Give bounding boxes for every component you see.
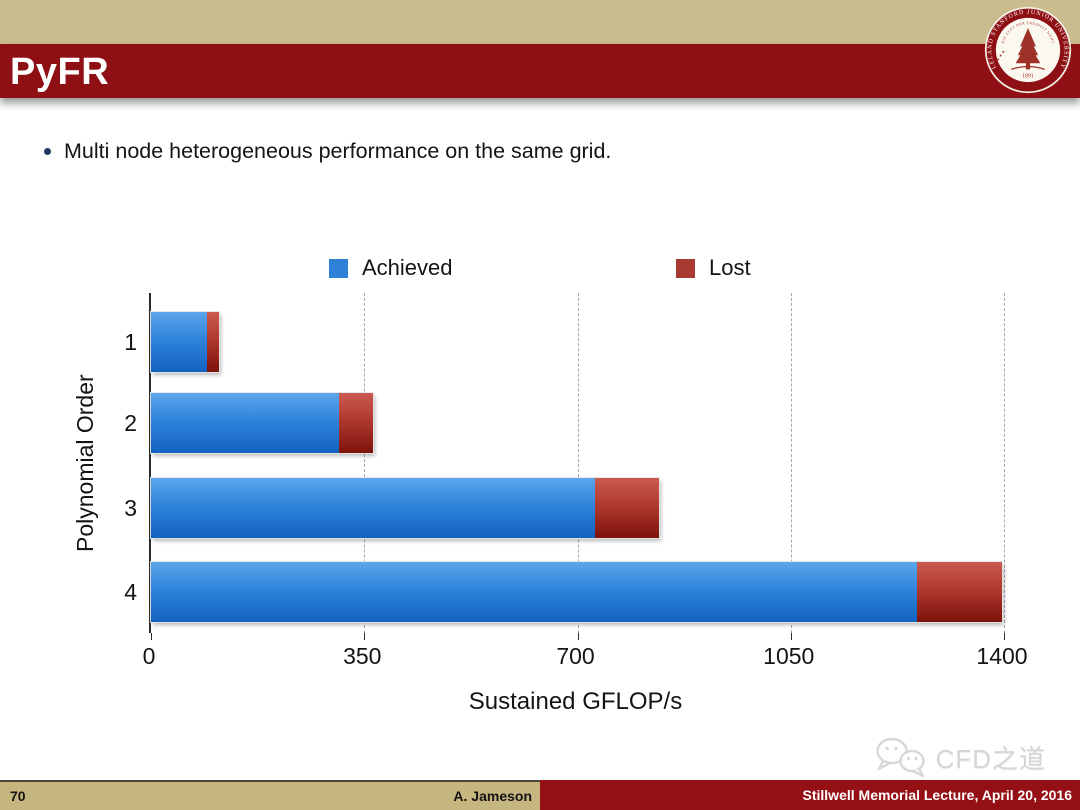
bar-segment-achieved [151,393,340,453]
x-tick-mark [151,633,152,640]
bullet-line: Multi node heterogeneous performance on … [44,139,611,164]
y-tick-label-2: 2 [124,410,137,436]
watermark: CFD之道 [874,736,1046,778]
bar-row-order-4 [150,561,1003,623]
x-tick-mark [1004,633,1005,640]
bar-segment-achieved [151,478,595,538]
bar-segment-lost [207,312,220,372]
bar-segment-lost [339,393,373,453]
svg-text:1891: 1891 [1022,73,1034,79]
svg-text:★ ★ ★: ★ ★ ★ [995,48,1007,62]
svg-text:★ ★ ★: ★ ★ ★ [1064,39,1072,53]
gridline-x-700 [577,293,579,633]
slide-header: PyFR [0,44,1080,98]
x-tick-label-700: 700 [556,643,595,669]
slide-footer: 70 A. Jameson Stillwell Memorial Lecture… [0,780,1080,810]
bar-segment-lost [916,562,1002,622]
bullet-text: Multi node heterogeneous performance on … [64,139,612,163]
legend-label-achieved: Achieved [362,255,453,280]
x-tick-label-350: 350 [343,643,382,669]
x-tick-mark [577,633,579,640]
bar-row-order-3 [149,477,661,539]
x-tick-mark [790,633,792,640]
y-tick-label-3: 3 [124,495,137,521]
x-tick-label-1050: 1050 [763,643,815,669]
y-tick-label-1: 1 [124,329,137,355]
gridline-x-1400 [1004,293,1005,633]
footer-event: Stillwell Memorial Lecture, April 20, 20… [802,787,1072,803]
x-axis-title: Sustained GFLOP/s [468,688,683,715]
wechat-icon [875,737,925,778]
x-tick-label-1400: 1400 [976,643,1028,669]
bar-segment-lost [594,478,660,538]
legend-item-achieved: Achieved [329,255,453,281]
footer-left: 70 A. Jameson [0,780,540,810]
legend-item-lost: Lost [676,255,751,281]
gridline-x-350 [364,293,366,633]
top-tan-band [0,0,1080,44]
x-tick-mark [364,633,366,640]
bar-segment-achieved [151,562,917,622]
y-tick-label-4: 4 [124,579,137,605]
bar-segment-achieved [151,312,208,372]
footer-author: A. Jameson [453,788,532,804]
seal-tree-icon [1011,28,1045,70]
watermark-text: CFD之道 [935,743,1046,774]
page-number: 70 [10,788,26,804]
bar-row-order-1 [149,311,221,373]
page-title: PyFR [10,51,110,93]
bullet-dot-icon [44,148,51,155]
legend-swatch-lost [676,258,695,278]
bar-row-order-2 [150,392,374,454]
footer-right: Stillwell Memorial Lecture, April 20, 20… [540,780,1080,810]
legend-swatch-achieved [329,258,348,278]
legend-label-lost: Lost [709,255,751,280]
plot-area [149,293,1005,640]
gridline-x-1050 [790,293,792,633]
x-tick-label-0: 0 [142,643,156,669]
stanford-seal-icon: LELAND STANFORD JUNIOR UNIVERSITY DIE LU… [984,6,1075,99]
